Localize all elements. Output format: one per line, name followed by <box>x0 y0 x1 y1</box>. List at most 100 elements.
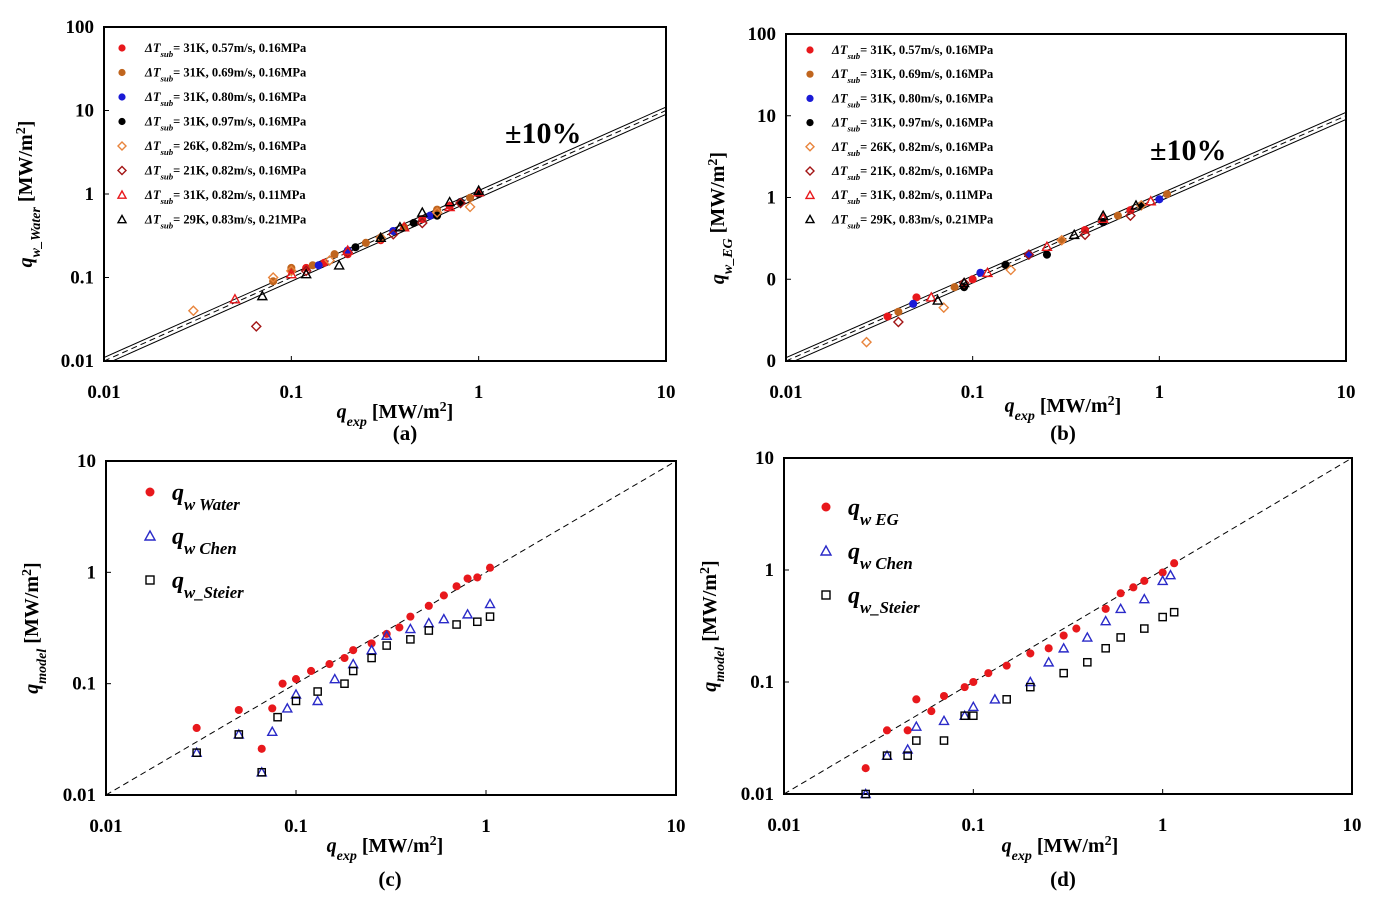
legend-marker <box>145 575 155 585</box>
legend-entry: qw_Steier <box>848 583 920 617</box>
y-tick-label: 0 <box>767 269 777 290</box>
point <box>367 653 376 663</box>
point <box>1145 195 1157 206</box>
point <box>466 193 475 202</box>
label-sup: 2 <box>14 127 29 134</box>
point <box>927 707 936 716</box>
axis-label: qmodel [MW/m2] <box>20 562 50 693</box>
point <box>1002 661 1011 670</box>
point <box>912 695 921 704</box>
point <box>1042 250 1051 259</box>
label-symbol: q <box>15 257 37 267</box>
point <box>925 291 937 302</box>
label-sup: 2 <box>440 400 447 415</box>
legend-symbol: q <box>172 480 184 506</box>
point <box>425 211 435 220</box>
y-tick-label: 100 <box>748 24 777 45</box>
legend-sub: sub <box>159 98 173 108</box>
plot-frame <box>783 457 1353 795</box>
point <box>1068 228 1080 240</box>
legend-entry: ΔTsub= 31K, 0.82m/s, 0.11MPa <box>831 188 993 206</box>
point <box>1083 657 1092 667</box>
legend-marker <box>118 68 126 77</box>
label-symbol: q <box>337 401 347 423</box>
label-unit: [MW/m <box>1035 395 1108 417</box>
point <box>1163 190 1172 199</box>
point <box>1140 576 1149 585</box>
point <box>290 688 302 699</box>
x-tick-label: 0.01 <box>767 815 800 836</box>
legend-entry: qw EG <box>848 495 899 529</box>
point <box>302 263 311 273</box>
point <box>939 736 949 745</box>
point <box>1023 249 1035 261</box>
label-end: ] <box>437 835 444 857</box>
point <box>958 277 970 289</box>
legend-marker <box>804 189 816 200</box>
point <box>389 226 398 236</box>
label-end: ] <box>21 562 43 569</box>
legend-marker <box>116 189 128 199</box>
legend-sub: sub <box>846 172 860 182</box>
point <box>433 211 442 220</box>
point <box>424 601 433 610</box>
x-tick-label: 10 <box>657 382 676 403</box>
point <box>960 711 969 721</box>
legend-marker <box>806 46 814 54</box>
point <box>281 702 293 713</box>
legend-marker <box>143 529 157 541</box>
point <box>404 623 417 634</box>
legend-symbol: q <box>848 583 860 609</box>
point <box>291 696 301 706</box>
legend-entry: ΔTsub= 31K, 0.57m/s, 0.16MPa <box>144 41 307 59</box>
point <box>894 307 903 316</box>
legend-text: = 21K, 0.82m/s, 0.16MPa <box>173 164 307 178</box>
point <box>1079 229 1091 241</box>
point <box>484 598 496 609</box>
legend-marker <box>821 502 831 512</box>
point <box>443 196 456 207</box>
point <box>330 250 339 259</box>
legend-symbol: ΔT <box>831 188 849 202</box>
point <box>273 712 282 722</box>
point <box>380 629 393 640</box>
point <box>1169 607 1179 617</box>
legend-marker <box>805 166 815 176</box>
label-symbol: q <box>327 835 337 857</box>
point <box>300 268 312 279</box>
point <box>472 184 485 195</box>
point <box>409 218 418 228</box>
point <box>901 743 914 754</box>
reference-line <box>104 106 666 359</box>
y-tick-label: 1 <box>85 184 95 205</box>
point <box>1101 604 1110 613</box>
label-end: ] <box>707 152 729 159</box>
point <box>1024 676 1037 687</box>
x-tick-label: 0.1 <box>961 382 985 403</box>
legend-entry: ΔTsub= 31K, 0.97m/s, 0.16MPa <box>831 116 994 134</box>
point <box>1057 642 1070 653</box>
point <box>1114 602 1127 614</box>
legend-sub: sub <box>846 148 860 158</box>
legend-marker <box>118 93 126 101</box>
legend-marker <box>806 94 814 102</box>
caption: (c) <box>378 867 401 891</box>
point <box>329 673 341 684</box>
point <box>968 275 977 284</box>
legend-marker <box>805 141 815 152</box>
point <box>340 679 349 688</box>
axis-label: qmodel [MW/m2] <box>698 560 728 691</box>
legend-text: = 31K, 0.57m/s, 0.16MPa <box>173 41 307 55</box>
label-sub: exp <box>347 415 367 430</box>
point <box>1001 260 1010 269</box>
point <box>1044 644 1053 653</box>
y-tick-label: 0.1 <box>750 672 774 693</box>
point <box>406 635 415 644</box>
x-tick-label: 0.1 <box>284 816 308 837</box>
point <box>861 789 870 799</box>
label-end: ] <box>699 560 721 567</box>
point <box>250 320 262 332</box>
label-unit: [MW/m <box>1032 835 1105 857</box>
